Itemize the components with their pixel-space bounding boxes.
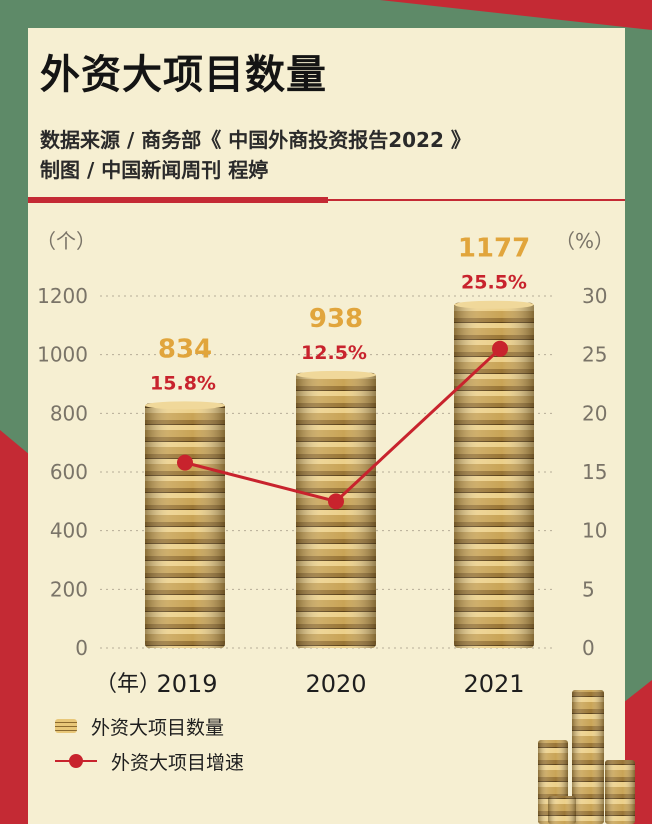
y-left-tick-label: 0 — [75, 636, 88, 660]
y-right-tick-label: 20 — [582, 401, 607, 425]
x-axis-unit-label: （年） — [95, 672, 161, 697]
decorative-coin-shading — [548, 796, 576, 824]
coin-stack-swatch — [55, 719, 77, 733]
bar-value-label: 1177 — [458, 234, 530, 264]
red-corner-left — [0, 430, 30, 824]
data-source-line: 数据来源 / 商务部《 中国外商投资报告2022 》 — [40, 128, 471, 152]
growth-marker — [177, 454, 193, 471]
x-tick-label: 2020 — [305, 670, 366, 698]
red-corner-top-right — [380, 0, 652, 30]
growth-marker — [492, 340, 508, 357]
y-left-unit-label: （个） — [36, 229, 96, 253]
coin-stack-top — [454, 300, 534, 309]
header-rule-thin — [328, 199, 625, 201]
legend-label-count: 外资大项目数量 — [91, 716, 225, 739]
y-left-tick-label: 600 — [50, 460, 88, 484]
coin-stack-top — [145, 401, 225, 410]
y-right-tick-label: 15 — [582, 460, 607, 484]
line-marker-swatch — [55, 753, 97, 769]
growth-value-label: 15.8% — [150, 372, 216, 394]
y-left-tick-label: 200 — [50, 577, 88, 601]
y-right-tick-label: 30 — [582, 284, 607, 308]
credit-line: 制图 / 中国新闻周刊 程婷 — [40, 158, 269, 182]
x-tick-label: 2019 — [156, 670, 217, 698]
y-right-unit-label: （%） — [555, 229, 614, 253]
bar-value-label: 938 — [309, 304, 363, 334]
coin-stack-shading — [296, 372, 376, 648]
legend-item-growth: 外资大项目增速 — [55, 747, 244, 775]
header-rule-thick — [28, 197, 328, 203]
y-left-tick-label: 1200 — [37, 284, 88, 308]
coin-stack-shading — [145, 403, 225, 648]
y-right-tick-label: 10 — [582, 519, 607, 543]
decorative-coin-shading — [605, 760, 635, 824]
y-left-tick-label: 800 — [50, 401, 88, 425]
growth-value-label: 25.5% — [461, 272, 527, 294]
bar-value-label: 834 — [158, 334, 212, 364]
y-right-tick-label: 0 — [582, 636, 595, 660]
y-right-tick-label: 25 — [582, 343, 607, 367]
coin-stack-shading — [454, 302, 534, 648]
growth-marker — [328, 493, 344, 510]
y-right-tick-label: 5 — [582, 577, 595, 601]
decorative-coin-shading — [572, 690, 604, 824]
x-tick-label: 2021 — [463, 670, 524, 698]
page-title: 外资大项目数量 — [40, 52, 327, 98]
legend-label-growth: 外资大项目增速 — [111, 751, 245, 774]
growth-value-label: 12.5% — [301, 342, 367, 364]
coin-stack-top — [296, 370, 376, 379]
y-left-tick-label: 400 — [50, 519, 88, 543]
y-left-tick-label: 1000 — [37, 343, 88, 367]
legend-item-count: 外资大项目数量 — [55, 712, 224, 740]
